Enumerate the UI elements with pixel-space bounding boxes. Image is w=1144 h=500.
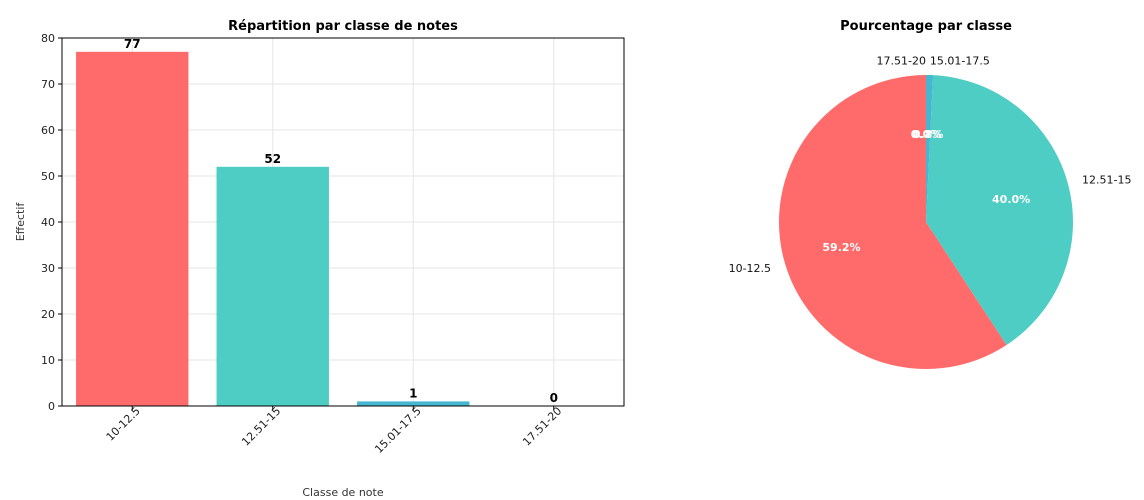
pie-chart-title: Pourcentage par classe [840,19,1012,34]
y-tick-label: 30 [41,262,55,275]
pie-chart-percent-labels: 59.2% 40.0% 0.8%0.0% [822,128,1030,254]
bar [216,166,329,406]
pie-chart: Pourcentage par classe 10-12.5 12.51-15 15… [729,19,1132,369]
x-tick-label: 10-12.5 [104,404,143,443]
y-tick-label: 0 [48,400,55,413]
pie-category-label: 10-12.5 [729,262,771,275]
pie-slice [779,75,1007,369]
bar-chart-bars [76,51,470,407]
bar-chart-x-axis-label: Classe de note [302,486,383,499]
x-tick-label: 12.51-15 [239,404,283,448]
bar-chart-y-axis: 0 10 20 30 40 50 60 70 80 [41,32,62,413]
bar [76,51,189,407]
pie-chart-category-labels: 10-12.5 12.51-15 15.01-17.5 17.51-20 [729,54,1132,275]
pie-slice [926,75,934,222]
x-tick-label: 17.51-20 [520,404,564,448]
bar-data-label: 1 [409,386,417,400]
bar-data-label: 0 [550,391,558,405]
y-tick-label: 80 [41,32,55,45]
bar-data-label: 52 [264,152,281,166]
pie-category-label: 12.51-15 [1082,174,1131,187]
bar-chart-y-axis-label: Effectif [14,202,27,242]
y-tick-label: 20 [41,308,55,321]
y-tick-label: 70 [41,78,55,91]
pie-category-label: 17.51-20 [877,54,926,67]
pie-chart-slices [779,75,1073,369]
y-tick-label: 40 [41,216,55,229]
bar-chart-title: Répartition par classe de notes [228,19,458,34]
pie-percent-label: 40.0% [992,193,1030,206]
pie-slice [926,75,1073,345]
bar-data-label: 77 [124,37,141,51]
pie-percent-label: 0.8% [913,128,944,141]
x-tick-label: 15.01-17.5 [372,404,424,456]
y-tick-label: 50 [41,170,55,183]
bar-chart-x-axis: 10-12.5 12.51-15 15.01-17.5 17.51-20 [104,404,565,456]
pie-percent-label: 59.2% [822,241,860,254]
bar [357,401,470,406]
y-tick-label: 60 [41,124,55,137]
pie-category-label: 15.01-17.5 [930,54,990,67]
pie-percent-label: 0.0% [911,128,942,141]
y-tick-label: 10 [41,354,55,367]
bar-chart-data-labels: 77 52 1 0 [124,37,558,405]
